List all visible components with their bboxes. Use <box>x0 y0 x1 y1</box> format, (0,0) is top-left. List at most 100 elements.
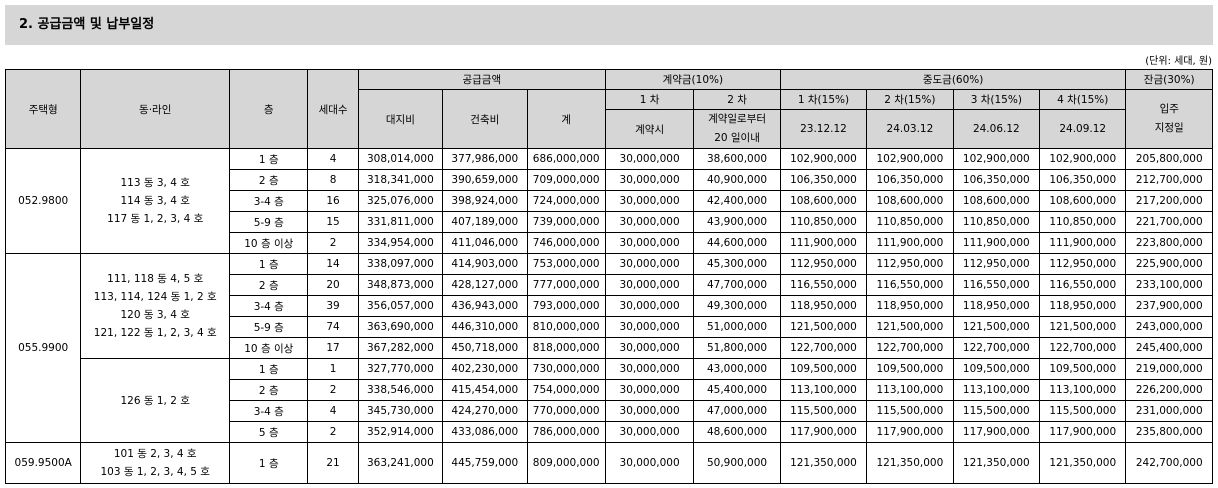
cell-contract-1: 30,000,000 <box>604 190 695 212</box>
cell-building: 436,943,000 <box>442 295 528 317</box>
cell-balance: 212,700,000 <box>1125 169 1213 191</box>
cell-contract-2: 50,900,000 <box>693 442 781 484</box>
cell-middle-4: 111,900,000 <box>1039 232 1127 254</box>
cell-land: 352,914,000 <box>357 421 444 443</box>
cell-balance: 231,000,000 <box>1125 400 1213 422</box>
cell-middle-2: 109,500,000 <box>866 358 954 380</box>
cell-contract-1: 30,000,000 <box>604 295 695 317</box>
cell-middle-1: 121,500,000 <box>779 316 868 338</box>
cell-land: 334,954,000 <box>357 232 444 254</box>
cell-units: 20 <box>307 274 359 296</box>
cell-building: 450,718,000 <box>442 337 528 359</box>
header-balance: 잔금(30%) <box>1125 69 1213 90</box>
cell-contract-1: 30,000,000 <box>604 421 695 443</box>
header-balance-when-line1: 입주 <box>1159 103 1179 115</box>
cell-building: 377,986,000 <box>442 148 528 170</box>
cell-middle-4: 108,600,000 <box>1039 190 1127 212</box>
header-balance-when: 입주 지정일 <box>1125 89 1213 149</box>
cell-land: 331,811,000 <box>357 211 444 233</box>
cell-contract-1: 30,000,000 <box>604 442 695 484</box>
cell-land: 318,341,000 <box>357 169 444 191</box>
header-floor: 층 <box>229 69 309 149</box>
cell-total: 753,000,000 <box>526 253 606 275</box>
cell-middle-3: 106,350,000 <box>952 169 1041 191</box>
header-balance-when-line2: 지정일 <box>1154 122 1184 134</box>
dong-line-text: 126 동 1, 2 호 <box>120 394 190 407</box>
cell-dong-line: 126 동 1, 2 호 <box>80 358 231 443</box>
cell-middle-3: 111,900,000 <box>952 232 1041 254</box>
cell-building: 390,659,000 <box>442 169 528 191</box>
header-middle-3: 3 차(15%) <box>952 89 1041 110</box>
table-row: 126 동 1, 2 호 1 층 1 327,770,000 402,230,000 73… <box>6 358 1213 443</box>
cell-units: 17 <box>307 337 359 359</box>
cell-middle-2: 116,550,000 <box>866 274 954 296</box>
header-land: 대지비 <box>357 89 444 149</box>
cell-total: 754,000,000 <box>526 379 606 401</box>
table-row: 5-9 층 15 331,811,000 407,189,000 739,000,000… <box>6 211 1213 233</box>
cell-contract-2: 51,000,000 <box>693 316 781 338</box>
cell-middle-1: 116,550,000 <box>779 274 868 296</box>
cell-units: 14 <box>307 253 359 275</box>
table-row: 052.9800 113 동 3, 4 호 114 동 3, 4 호 117 동 1,… <box>4 148 1213 254</box>
table-row: 2 층 2 338,546,000 415,454,000 754,000,000 30,… <box>6 379 1213 401</box>
header-contract-2: 2 차 <box>693 89 781 110</box>
cell-middle-4: 112,950,000 <box>1039 253 1127 275</box>
cell-units: 4 <box>307 400 359 422</box>
header-middle-1: 1 차(15%) <box>779 89 868 110</box>
cell-middle-2: 118,950,000 <box>866 295 954 317</box>
cell-type: 052.9800 <box>4 148 82 254</box>
header-type: 주택형 <box>4 69 82 149</box>
header-total: 계 <box>526 89 606 149</box>
cell-building: 445,759,000 <box>442 442 528 484</box>
cell-middle-3: 117,900,000 <box>952 421 1041 443</box>
cell-balance: 237,900,000 <box>1125 295 1213 317</box>
cell-middle-4: 121,500,000 <box>1039 316 1127 338</box>
cell-middle-2: 121,350,000 <box>866 442 954 484</box>
dong-line-text: 113 동 3, 4 호 <box>120 177 190 189</box>
header-middle-2-date: 24.03.12 <box>866 109 954 149</box>
cell-middle-1: 102,900,000 <box>779 148 868 170</box>
cell-land: 363,241,000 <box>357 442 444 484</box>
dong-line-text: 121, 122 동 1, 2, 3, 4 호 <box>93 327 217 339</box>
header-dong-line: 동·라인 <box>80 69 231 149</box>
cell-land: 308,014,000 <box>357 148 444 170</box>
cell-floor: 10 층 이상 <box>229 232 309 254</box>
header-contract-2-when-line1: 계약일로부터 <box>708 113 767 125</box>
table-row: 059.9500A 101 동 2, 3, 4 호 103 동 1, 2, 3, 4… <box>4 442 1213 484</box>
cell-floor: 1 층 <box>229 358 309 380</box>
cell-middle-2: 106,350,000 <box>866 169 954 191</box>
cell-balance: 205,800,000 <box>1125 148 1213 170</box>
table-row: 10 층 이상 17 367,282,000 450,718,000 818,000,0… <box>6 337 1213 359</box>
cell-units: 8 <box>307 169 359 191</box>
cell-units: 2 <box>307 421 359 443</box>
cell-middle-4: 122,700,000 <box>1039 337 1127 359</box>
cell-contract-2: 42,400,000 <box>693 190 781 212</box>
cell-floor: 1 층 <box>229 253 309 275</box>
header-middle-1-date: 23.12.12 <box>779 109 868 149</box>
cell-total: 709,000,000 <box>526 169 606 191</box>
cell-land: 325,076,000 <box>357 190 444 212</box>
cell-floor: 5-9 층 <box>229 211 309 233</box>
table-row: 055.9900 111, 118 동 4, 5 호 113, 114, 124 동… <box>4 253 1213 443</box>
cell-building: 424,270,000 <box>442 400 528 422</box>
cell-middle-1: 121,350,000 <box>779 442 868 484</box>
cell-contract-1: 30,000,000 <box>604 148 695 170</box>
cell-floor: 2 층 <box>229 379 309 401</box>
cell-contract-1: 30,000,000 <box>604 316 695 338</box>
cell-balance: 245,400,000 <box>1125 337 1213 359</box>
cell-contract-1: 30,000,000 <box>604 274 695 296</box>
cell-building: 398,924,000 <box>442 190 528 212</box>
cell-total: 810,000,000 <box>526 316 606 338</box>
header-contract-2-when-line2: 20 일이내 <box>714 132 760 144</box>
cell-middle-4: 110,850,000 <box>1039 211 1127 233</box>
cell-contract-1: 30,000,000 <box>604 169 695 191</box>
cell-contract-2: 49,300,000 <box>693 295 781 317</box>
cell-dong-line: 101 동 2, 3, 4 호 103 동 1, 2, 3, 4, 5 호 <box>80 442 231 484</box>
table-row: 5-9 층 74 363,690,000 446,310,000 810,000,000… <box>6 316 1213 338</box>
cell-contract-1: 30,000,000 <box>604 358 695 380</box>
cell-middle-4: 115,500,000 <box>1039 400 1127 422</box>
cell-middle-3: 116,550,000 <box>952 274 1041 296</box>
table-header: 주택형 동·라인 층 세대수 공급금액 계약금(10%) 중도금(60%) 잔금… <box>4 69 1213 149</box>
cell-total: 724,000,000 <box>526 190 606 212</box>
cell-contract-1: 30,000,000 <box>604 253 695 275</box>
